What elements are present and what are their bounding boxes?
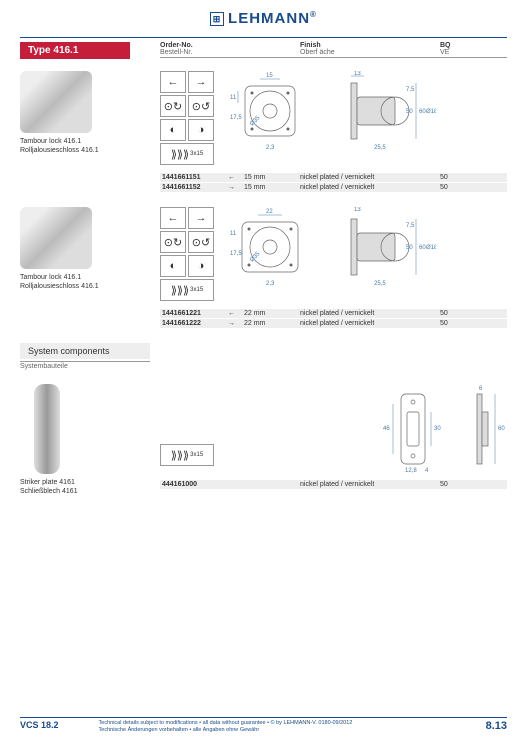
svg-text:17,5: 17,5 bbox=[230, 251, 242, 257]
svg-text:30: 30 bbox=[434, 426, 441, 432]
top-rule bbox=[20, 37, 507, 38]
brand-logo: ⊞LEHMANN® bbox=[20, 10, 507, 27]
svg-text:13: 13 bbox=[354, 71, 361, 77]
svg-text:60: 60 bbox=[498, 426, 505, 432]
svg-text:7,5: 7,5 bbox=[406, 87, 415, 93]
table-row: 1441661222→22 mmnickel plated / vernicke… bbox=[160, 319, 507, 328]
svg-text:11: 11 bbox=[230, 231, 237, 237]
svg-text:4: 4 bbox=[425, 468, 429, 474]
cylinder-icon: ◐ bbox=[160, 119, 186, 141]
table-row: 444161000nickel plated / vernickelt50 bbox=[160, 480, 507, 489]
page-number: 8.13 bbox=[486, 720, 507, 732]
data-table-1: 1441661151←15 mmnickel plated / vernicke… bbox=[160, 173, 507, 192]
arrow-left-icon: ← bbox=[160, 207, 186, 229]
front-diagram-1: 15 11 17,5 Ø35 2,3 bbox=[230, 71, 330, 151]
type-badge: Type 416.1 bbox=[20, 42, 130, 59]
front-diagram-2: 22 11 17,5 Ø35 2,3 bbox=[230, 207, 330, 287]
arrow-right-icon: → bbox=[188, 71, 214, 93]
svg-text:13: 13 bbox=[354, 207, 361, 213]
icon-grid-1: ←→ ⊙↻⊙↺ ◐◑ ⟫⟫⟫3x15 bbox=[160, 71, 214, 167]
product-label-3: Striker plate 4161Schließblech 4161 bbox=[20, 478, 130, 496]
product-image-1 bbox=[20, 71, 92, 133]
striker-side-diagram: 6 60 bbox=[467, 384, 507, 474]
svg-text:11: 11 bbox=[230, 95, 237, 101]
svg-text:Ø18: Ø18 bbox=[426, 245, 436, 251]
key-turn-icon: ⊙↻ bbox=[160, 95, 186, 117]
screw-icon: ⟫⟫⟫3x15 bbox=[160, 279, 214, 301]
icon-grid-2: ←→ ⊙↻⊙↺ ◐◑ ⟫⟫⟫3x15 bbox=[160, 207, 214, 303]
svg-text:50: 50 bbox=[406, 109, 413, 115]
product-section-2: Tambour lock 416.1Rolljalousieschloss 41… bbox=[20, 207, 507, 329]
product-section-3: Striker plate 4161Schließblech 4161 ⟫⟫⟫3… bbox=[20, 384, 507, 496]
striker-front-diagram: 46 30 12,8 4 bbox=[381, 384, 451, 474]
svg-text:25,5: 25,5 bbox=[374, 145, 386, 151]
icon-grid-3: ⟫⟫⟫3x15 bbox=[160, 384, 220, 468]
arrow-left-icon: ← bbox=[160, 71, 186, 93]
data-table-3: 444161000nickel plated / vernickelt50 bbox=[160, 480, 507, 489]
footer-legal: Technical details subject to modificatio… bbox=[99, 720, 486, 734]
product-label-2: Tambour lock 416.1Rolljalousieschloss 41… bbox=[20, 273, 130, 291]
key-turn-icon: ⊙↺ bbox=[188, 95, 214, 117]
cylinder-icon: ◑ bbox=[188, 119, 214, 141]
svg-text:12,8: 12,8 bbox=[405, 468, 417, 474]
product-label-1: Tambour lock 416.1Rolljalousieschloss 41… bbox=[20, 137, 130, 155]
svg-text:2,3: 2,3 bbox=[266, 281, 275, 287]
svg-text:15: 15 bbox=[266, 73, 273, 79]
svg-text:17,5: 17,5 bbox=[230, 115, 242, 121]
screw-icon: ⟫⟫⟫3x15 bbox=[160, 143, 214, 165]
svg-text:22: 22 bbox=[266, 209, 273, 215]
cylinder-icon: ◑ bbox=[188, 255, 214, 277]
column-headers: Order-No.Bestell-Nr. FinishOberf äche BQ… bbox=[160, 42, 507, 58]
product-image-3 bbox=[34, 384, 60, 474]
svg-text:7,5: 7,5 bbox=[406, 223, 415, 229]
data-table-2: 1441661221←22 mmnickel plated / vernicke… bbox=[160, 309, 507, 328]
arrow-right-icon: → bbox=[188, 207, 214, 229]
logo-icon: ⊞ bbox=[210, 12, 224, 26]
system-header: System components Systembauteile bbox=[20, 343, 507, 370]
page-footer: VCS 18.2 Technical details subject to mo… bbox=[20, 717, 507, 734]
cylinder-icon: ◐ bbox=[160, 255, 186, 277]
table-row: 1441661151←15 mmnickel plated / vernicke… bbox=[160, 173, 507, 182]
table-row: 1441661221←22 mmnickel plated / vernicke… bbox=[160, 309, 507, 318]
svg-text:6: 6 bbox=[479, 386, 483, 392]
svg-text:Ø18: Ø18 bbox=[426, 109, 436, 115]
svg-text:25,5: 25,5 bbox=[374, 281, 386, 287]
screw-icon: ⟫⟫⟫3x15 bbox=[160, 444, 214, 466]
product-image-2 bbox=[20, 207, 92, 269]
svg-text:50: 50 bbox=[406, 245, 413, 251]
svg-text:2,3: 2,3 bbox=[266, 145, 275, 151]
key-turn-icon: ⊙↺ bbox=[188, 231, 214, 253]
table-row: 1441661152→15 mmnickel plated / vernicke… bbox=[160, 183, 507, 192]
product-section-1: Tambour lock 416.1Rolljalousieschloss 41… bbox=[20, 71, 507, 193]
footer-version: VCS 18.2 bbox=[20, 720, 59, 730]
side-diagram-1: 13 7,5 60 50 Ø18 25,5 bbox=[346, 71, 436, 151]
side-diagram-2: 13 7,5 60 50 Ø18 25,5 bbox=[346, 207, 436, 287]
svg-text:46: 46 bbox=[383, 426, 390, 432]
key-turn-icon: ⊙↻ bbox=[160, 231, 186, 253]
